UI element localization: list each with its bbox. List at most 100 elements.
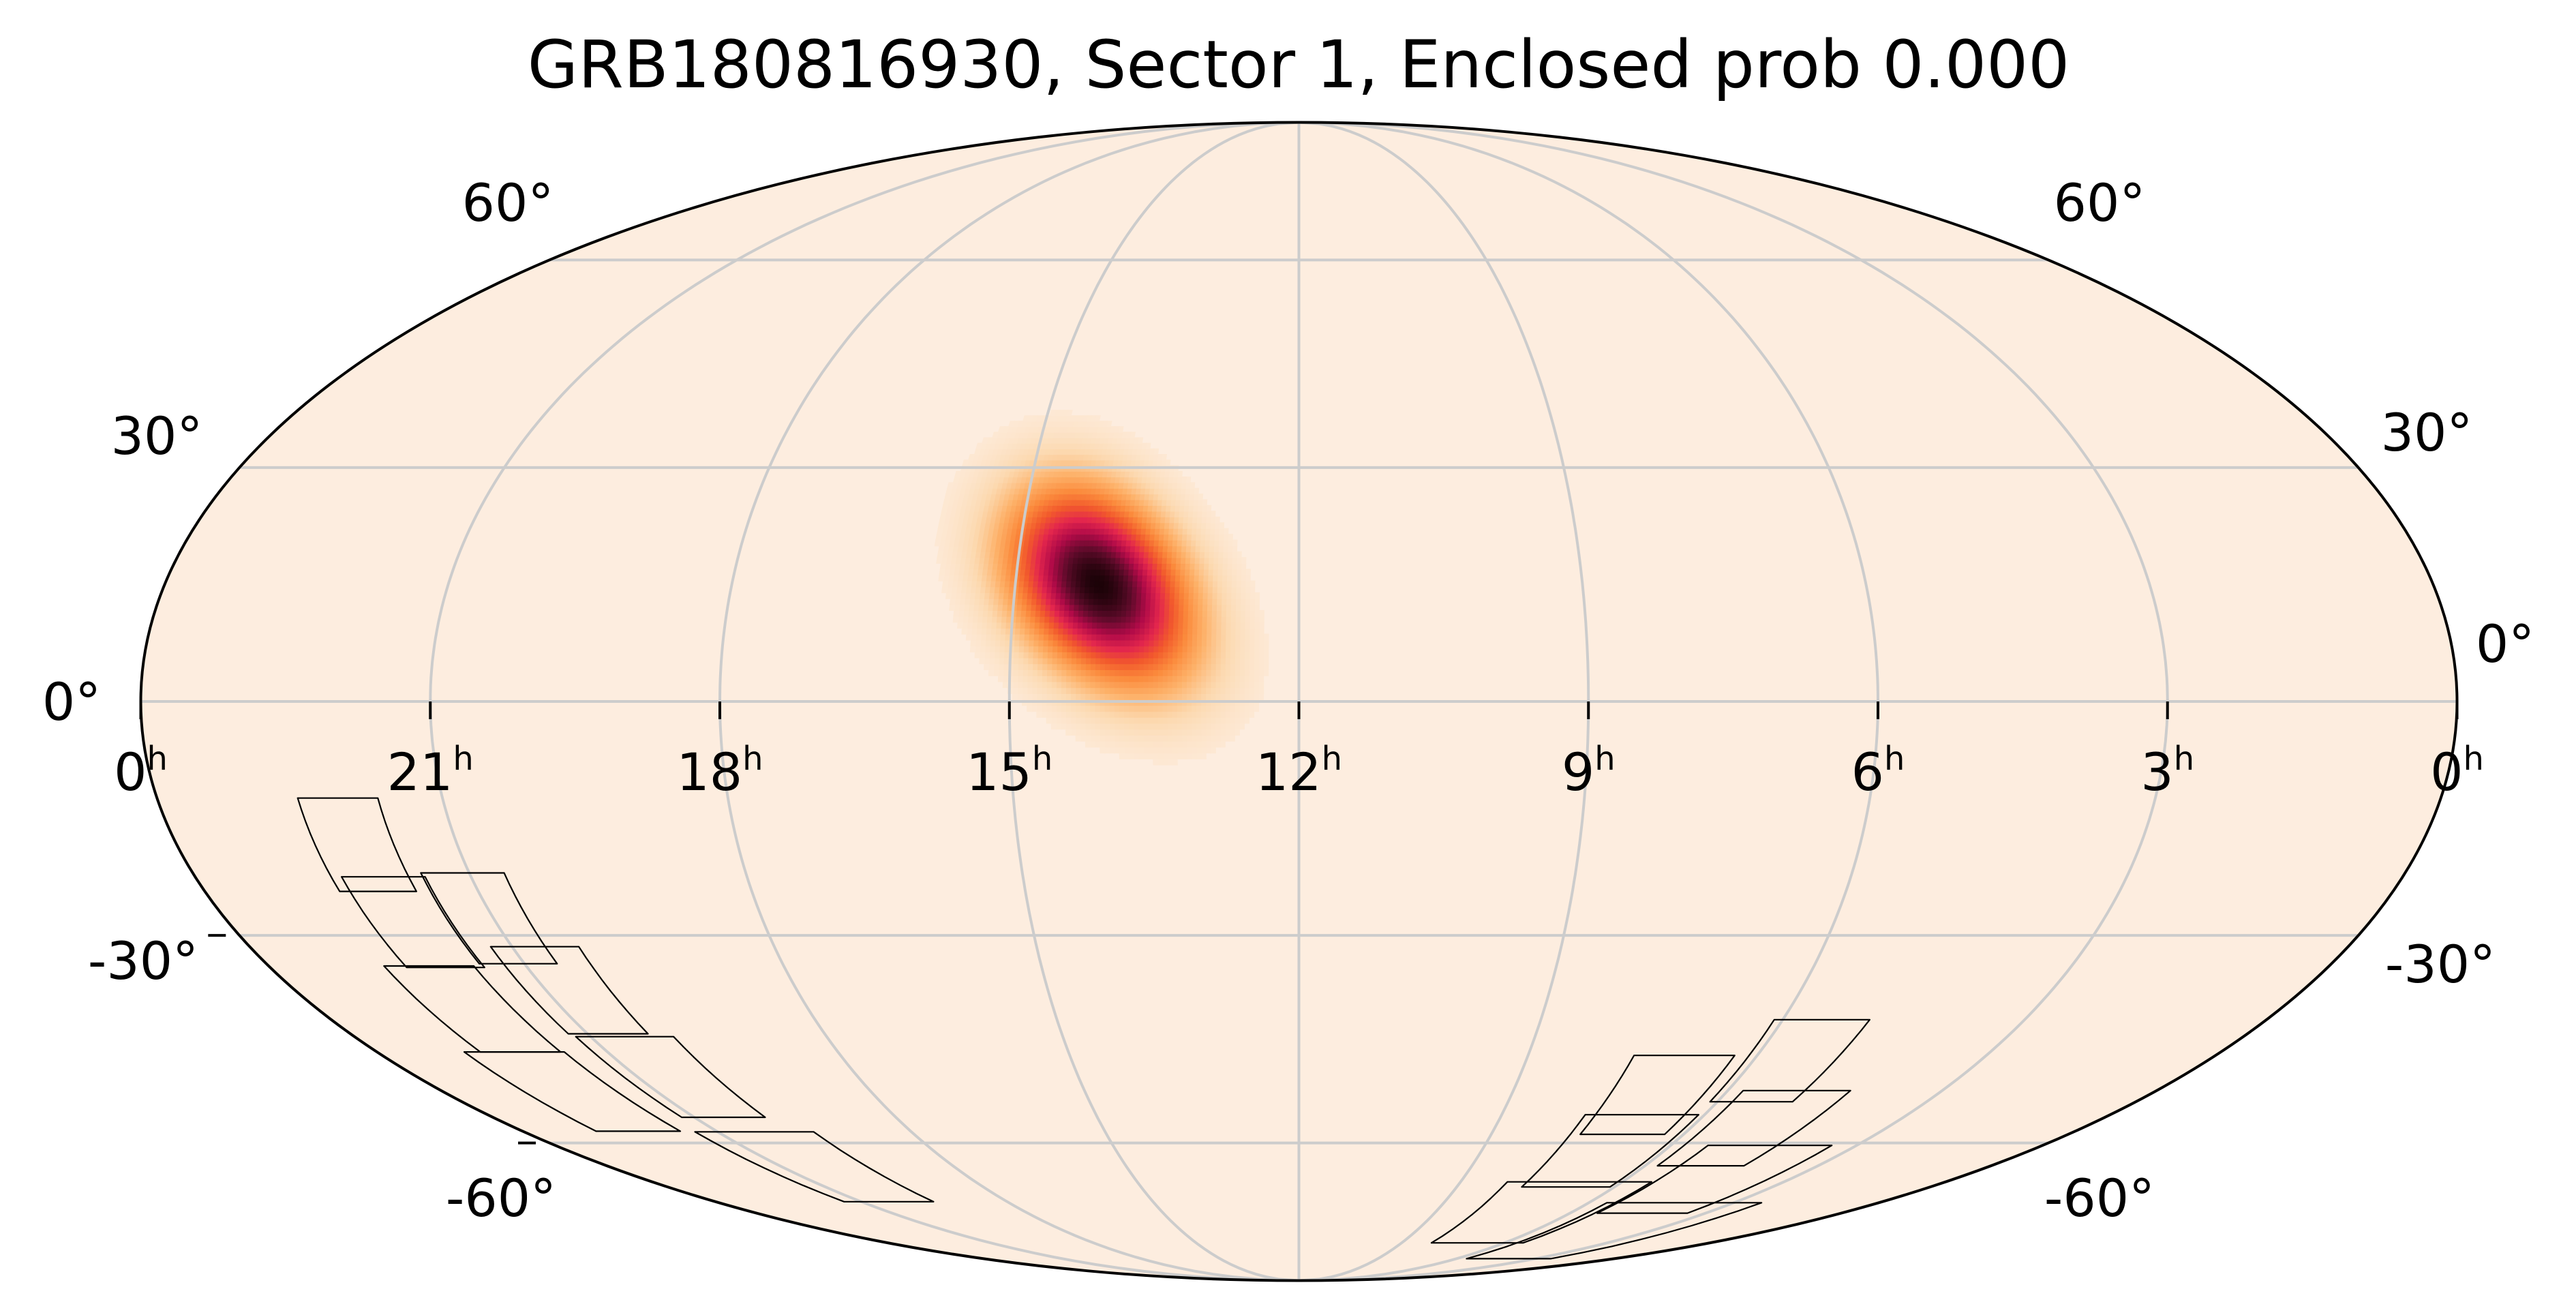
heatmap-cell bbox=[1055, 705, 1061, 712]
heatmap-cell bbox=[1173, 598, 1179, 605]
heatmap-cell bbox=[1022, 669, 1028, 676]
heatmap-cell bbox=[1109, 633, 1116, 641]
heatmap-cell bbox=[1153, 604, 1160, 611]
ra-tick-label: 18h bbox=[676, 740, 763, 802]
heatmap-cell bbox=[1243, 675, 1250, 682]
heatmap-cell bbox=[1230, 616, 1236, 623]
heatmap-cell bbox=[1003, 645, 1010, 652]
heatmap-cell bbox=[1127, 669, 1134, 676]
heatmap-cell bbox=[1162, 663, 1168, 671]
heatmap-cell bbox=[1226, 574, 1232, 581]
heatmap-cell bbox=[1094, 710, 1100, 718]
heatmap-cell bbox=[1212, 557, 1219, 564]
heatmap-cell bbox=[1185, 734, 1192, 742]
heatmap-cell bbox=[1196, 734, 1202, 742]
heatmap-cell bbox=[1138, 729, 1144, 736]
heatmap-cell bbox=[975, 633, 982, 641]
heatmap-cell bbox=[1196, 504, 1203, 512]
heatmap-cell bbox=[1201, 598, 1208, 605]
heatmap-cell bbox=[1070, 651, 1077, 659]
heatmap-cell bbox=[1222, 569, 1228, 576]
heatmap-cell bbox=[1171, 657, 1178, 665]
heatmap-cell bbox=[1106, 598, 1113, 605]
heatmap-cell bbox=[1082, 604, 1089, 611]
heatmap-cell bbox=[1097, 586, 1104, 594]
heatmap-cell bbox=[1114, 746, 1120, 754]
heatmap-cell bbox=[1199, 534, 1206, 541]
heatmap-cell bbox=[1215, 669, 1221, 676]
heatmap-cell bbox=[1012, 686, 1018, 695]
heatmap-cell bbox=[1211, 609, 1217, 617]
heatmap-cell bbox=[1123, 663, 1130, 671]
heatmap-cell bbox=[1169, 574, 1176, 581]
heatmap-cell bbox=[1210, 740, 1216, 748]
heatmap-cell bbox=[1072, 609, 1079, 617]
heatmap-cell bbox=[1181, 622, 1188, 629]
heatmap-cell bbox=[1244, 616, 1250, 623]
heatmap-cell bbox=[1157, 645, 1164, 652]
heatmap-cell bbox=[1036, 663, 1043, 671]
heatmap-cell bbox=[1157, 686, 1163, 695]
heatmap-cell bbox=[1151, 569, 1157, 576]
heatmap-cell bbox=[1070, 710, 1076, 718]
ra-tick-label: 21h bbox=[387, 740, 474, 802]
heatmap-cell bbox=[1112, 586, 1119, 594]
heatmap-cell bbox=[1113, 569, 1119, 576]
heatmap-cell bbox=[1128, 734, 1134, 742]
heatmap-cell bbox=[1215, 645, 1222, 652]
heatmap-cell bbox=[1230, 574, 1237, 581]
heatmap-cell bbox=[1171, 723, 1178, 730]
heatmap-cell bbox=[1099, 693, 1105, 700]
heatmap-cell bbox=[1162, 734, 1168, 742]
heatmap-cell bbox=[1173, 592, 1180, 599]
heatmap-cell bbox=[1074, 705, 1081, 712]
heatmap-cell bbox=[1225, 616, 1231, 623]
heatmap-cell bbox=[1152, 723, 1158, 730]
heatmap-cell bbox=[1100, 633, 1106, 641]
heatmap-cell bbox=[1186, 639, 1192, 647]
heatmap-cell bbox=[1248, 693, 1255, 700]
heatmap-cell bbox=[1181, 669, 1187, 676]
heatmap-cell bbox=[1157, 710, 1163, 718]
heatmap-cell bbox=[1205, 645, 1211, 652]
heatmap-cell bbox=[1085, 663, 1091, 671]
heatmap-cell bbox=[1177, 604, 1184, 611]
heatmap-cell bbox=[1135, 598, 1141, 605]
heatmap-cell bbox=[1258, 639, 1264, 647]
heatmap-cell bbox=[1036, 681, 1042, 689]
heatmap-cell bbox=[1205, 746, 1211, 754]
heatmap-cell bbox=[1031, 705, 1037, 712]
heatmap-cell bbox=[1089, 734, 1096, 742]
heatmap-cell bbox=[1147, 657, 1154, 665]
heatmap-cell bbox=[1181, 675, 1187, 682]
heatmap-cell bbox=[1139, 616, 1145, 623]
heatmap-cell bbox=[1211, 574, 1218, 581]
heatmap-cell bbox=[952, 616, 959, 623]
heatmap-cell bbox=[934, 539, 941, 547]
heatmap-cell bbox=[1215, 705, 1221, 712]
heatmap-cell bbox=[1195, 716, 1202, 724]
heatmap-cell bbox=[1147, 752, 1154, 759]
heatmap-cell bbox=[1013, 639, 1020, 647]
heatmap-cell bbox=[1028, 633, 1035, 641]
heatmap-cell bbox=[1142, 716, 1149, 724]
heatmap-cell bbox=[1142, 705, 1149, 712]
heatmap-cell bbox=[1235, 562, 1242, 570]
heatmap-cell bbox=[1152, 675, 1158, 682]
heatmap-cell bbox=[1169, 580, 1175, 588]
heatmap-cell bbox=[1108, 710, 1115, 718]
heatmap-cell bbox=[1065, 693, 1072, 700]
heatmap-cell bbox=[1218, 534, 1224, 541]
heatmap-cell bbox=[1162, 627, 1169, 635]
heatmap-cell bbox=[1147, 645, 1154, 652]
heatmap-cell bbox=[1065, 716, 1072, 724]
heatmap-cell bbox=[1185, 545, 1192, 552]
heatmap-cell bbox=[1043, 622, 1050, 629]
heatmap-cell bbox=[1196, 657, 1202, 665]
heatmap-cell bbox=[1055, 693, 1061, 700]
heatmap-cell bbox=[1160, 569, 1166, 576]
heatmap-cell bbox=[1183, 569, 1190, 576]
dec-tick-label-left: 60° bbox=[462, 172, 554, 233]
heatmap-cell bbox=[1185, 675, 1192, 682]
